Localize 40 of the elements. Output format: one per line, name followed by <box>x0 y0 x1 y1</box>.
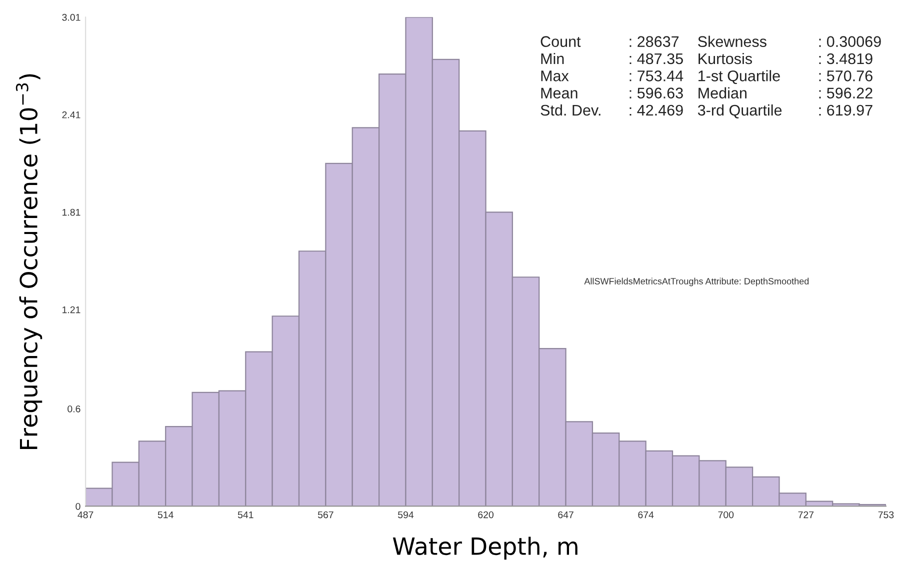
annotation: Skewness <box>698 36 766 47</box>
annotation: : 753.44 <box>630 70 684 82</box>
annotation: AllSWFieldsMetricsAtTroughs Attribute: DepthSmoothed <box>584 278 809 286</box>
annotation: 3-rd Quartile <box>698 104 782 118</box>
x-tick-label: 700 <box>718 511 734 518</box>
x-tick-label: 753 <box>878 511 894 518</box>
annotation: Count <box>540 36 581 47</box>
x-tick-label: 620 <box>478 511 494 518</box>
annotation: Median <box>698 87 746 98</box>
y-tick-label: 3.01 <box>62 14 80 21</box>
annotation: : 570.76 <box>819 70 872 82</box>
y-axis-title: Frequency of Occurrence (10$^{−3}$) <box>16 74 42 449</box>
y-tick-label: 2.41 <box>62 111 80 118</box>
x-tick-label: 674 <box>638 511 654 518</box>
annotation: : 619.97 <box>819 104 872 116</box>
x-tick-label: 727 <box>798 511 814 518</box>
annotation: : 0.30069 <box>819 36 881 47</box>
annotation: : 3.4819 <box>819 53 872 64</box>
y-tick-label: 0 <box>76 502 80 510</box>
y-tick-label: 0.6 <box>68 405 80 412</box>
annotation: Kurtosis <box>698 52 752 64</box>
x-tick-label: 514 <box>158 511 174 518</box>
annotation: Std. Dev. <box>540 104 600 116</box>
annotation: Max <box>541 70 569 82</box>
x-tick-label: 594 <box>398 511 414 518</box>
x-tick-label: 487 <box>78 511 94 518</box>
annotation: Min <box>541 52 564 64</box>
annotation: : 596.63 <box>630 88 683 98</box>
y-tick-label: 1.81 <box>62 208 80 216</box>
annotation: : 28637 <box>630 36 679 47</box>
annotation: : 487.35 <box>630 53 683 64</box>
annotation: Mean <box>541 88 578 98</box>
x-tick-label: 541 <box>238 511 254 518</box>
y-tick-label: 1.21 <box>62 306 80 314</box>
annotation: : 596.22 <box>819 88 872 98</box>
x-tick-label: 647 <box>558 511 574 518</box>
x-axis-title: Water Depth, m <box>392 536 578 560</box>
annotation: : 42.469 <box>630 104 683 116</box>
annotation: 1-st Quartile <box>698 70 780 84</box>
x-tick-label: 567 <box>318 511 334 518</box>
